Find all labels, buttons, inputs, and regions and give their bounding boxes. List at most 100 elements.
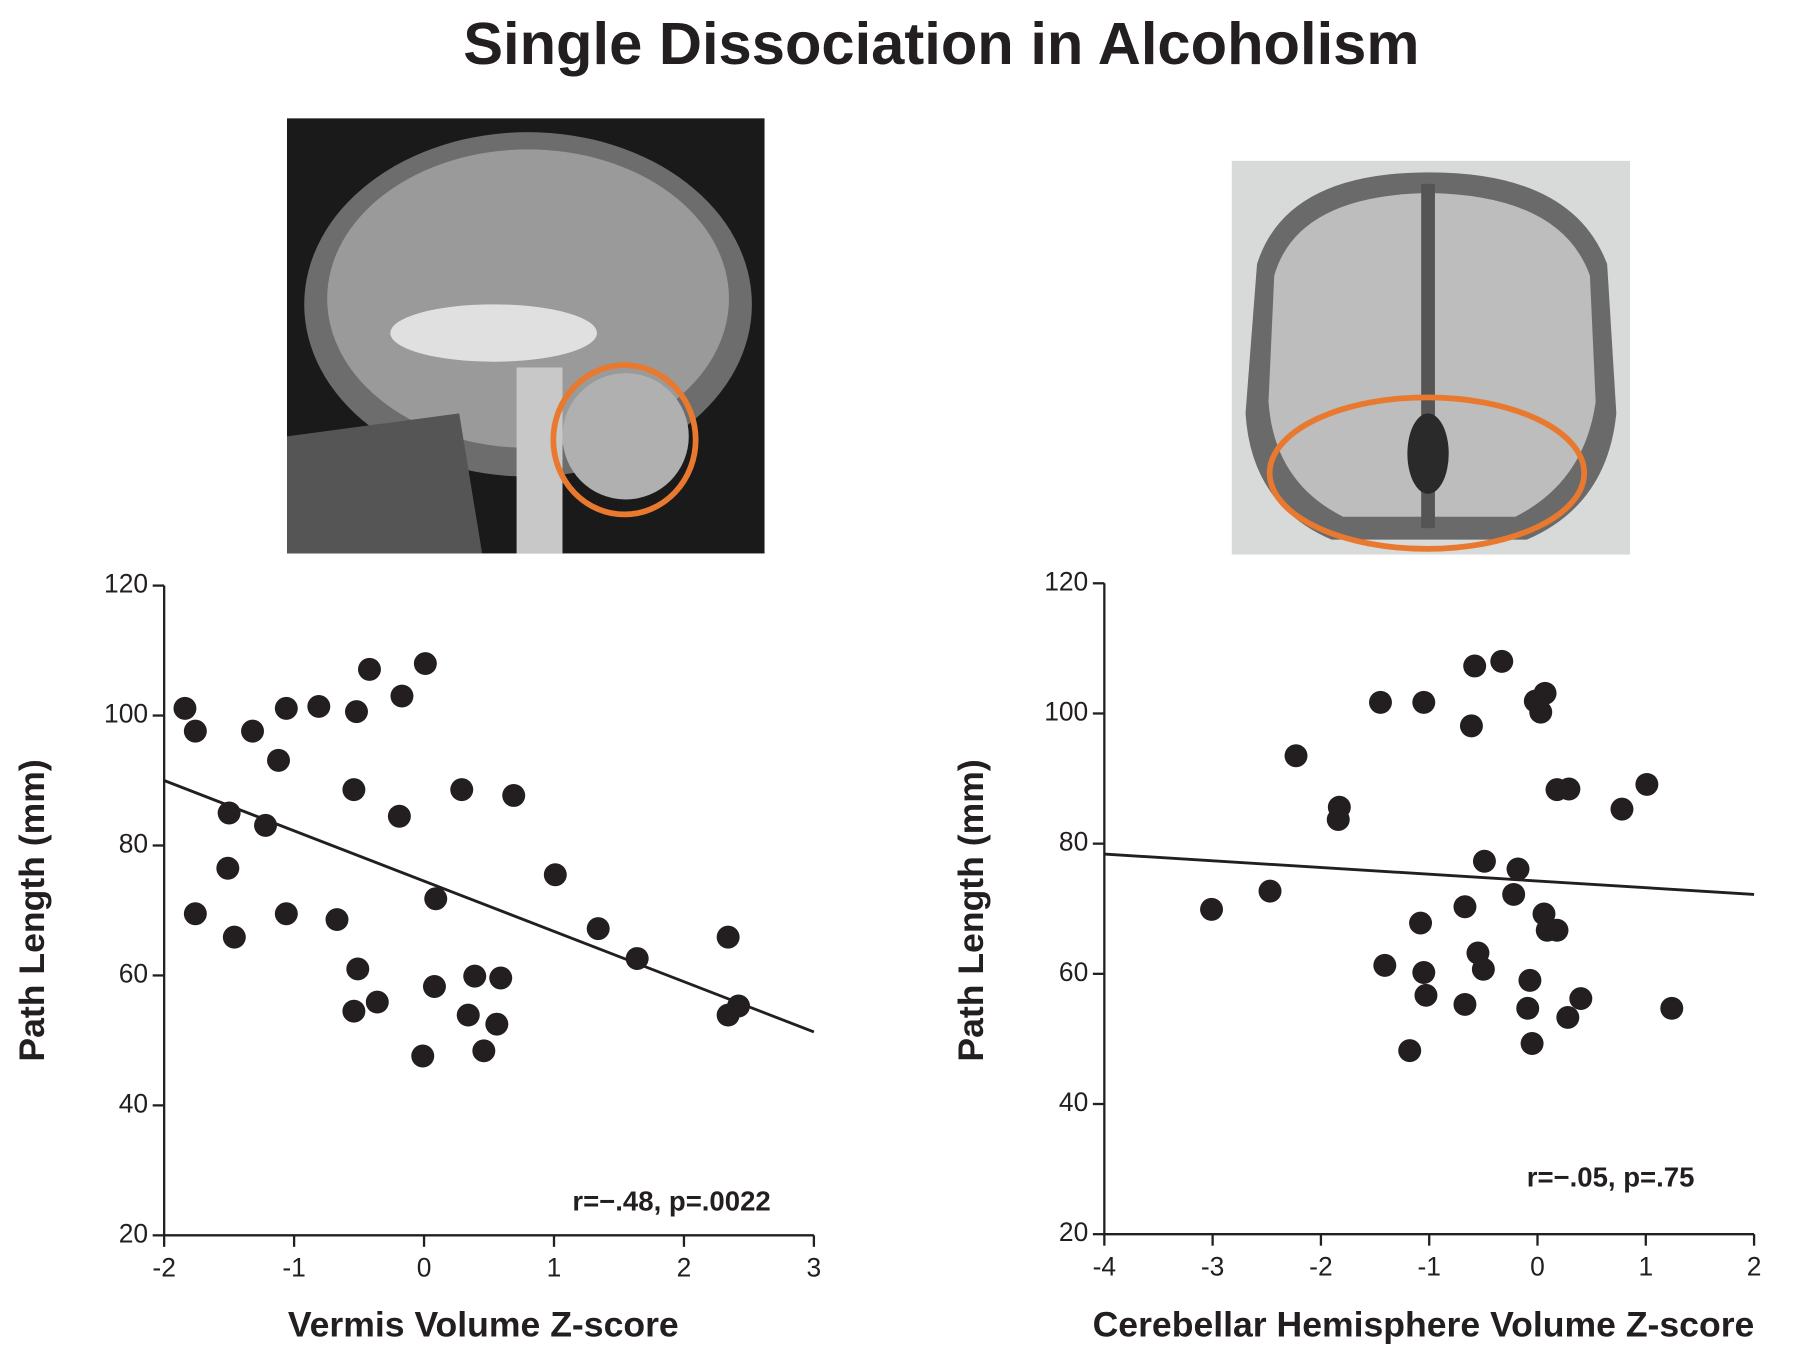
x-tick-label: 0 xyxy=(1530,1252,1545,1282)
data-point xyxy=(342,778,366,802)
y-tick-label: 60 xyxy=(1059,957,1088,987)
data-point xyxy=(463,964,487,988)
data-point xyxy=(1398,1039,1422,1063)
data-point xyxy=(1472,849,1496,873)
data-point xyxy=(1368,690,1392,714)
y-tick-label: 100 xyxy=(1044,696,1088,726)
x-tick-label: -2 xyxy=(152,1253,175,1283)
y-tick-label: 100 xyxy=(104,699,148,729)
data-point xyxy=(1409,911,1433,935)
data-point xyxy=(345,700,368,724)
data-point xyxy=(1412,690,1436,714)
y-tick-label: 120 xyxy=(104,569,148,599)
data-point xyxy=(387,804,411,828)
data-point xyxy=(183,719,207,743)
data-point xyxy=(1529,700,1553,724)
data-point xyxy=(357,657,381,681)
x-tick-label: 0 xyxy=(417,1253,432,1283)
data-point xyxy=(254,813,277,837)
x-tick-label: 2 xyxy=(1747,1252,1762,1282)
data-point xyxy=(413,652,437,676)
data-point xyxy=(716,925,740,949)
trend-line xyxy=(1104,852,1755,896)
data-point xyxy=(390,684,414,708)
data-point xyxy=(1502,882,1526,906)
data-point xyxy=(1414,983,1438,1007)
data-point xyxy=(489,966,513,990)
data-point xyxy=(1200,897,1224,921)
x-tick-label: -3 xyxy=(1201,1252,1224,1282)
data-point xyxy=(1373,953,1397,977)
data-point xyxy=(1463,654,1487,678)
data-point xyxy=(274,696,298,720)
data-point xyxy=(502,783,526,807)
data-point xyxy=(307,694,331,718)
data-point xyxy=(365,990,389,1014)
data-point xyxy=(1520,1031,1544,1055)
data-point xyxy=(1490,649,1514,673)
data-point xyxy=(1660,996,1684,1020)
annotation: r=−.05, p=.75 xyxy=(1527,1161,1695,1192)
x-tick-label: -2 xyxy=(1309,1252,1332,1282)
x-tick-label: -4 xyxy=(1093,1252,1116,1282)
data-point xyxy=(1518,968,1542,992)
data-point xyxy=(472,1039,496,1063)
annotation: r=−.48, p=.0022 xyxy=(572,1185,770,1216)
data-point xyxy=(485,1012,509,1036)
data-point xyxy=(543,863,567,887)
data-point xyxy=(1610,797,1634,821)
data-point xyxy=(1471,957,1495,981)
data-point xyxy=(222,925,246,949)
y-axis-label: Path Length (mm) xyxy=(951,759,991,1061)
data-point xyxy=(1506,857,1530,881)
data-point xyxy=(1569,987,1593,1011)
data-point xyxy=(1453,895,1477,919)
y-tick-label: 80 xyxy=(1059,827,1088,857)
data-point xyxy=(1635,772,1659,796)
x-tick-label: -1 xyxy=(282,1253,305,1283)
data-point xyxy=(1459,714,1483,738)
sagittal-mri xyxy=(286,118,765,554)
data-point xyxy=(216,856,240,880)
data-point xyxy=(274,902,298,926)
trend-line xyxy=(163,779,815,1034)
data-point xyxy=(422,975,446,998)
data-point xyxy=(1284,744,1308,768)
x-axis-label: Vermis Volume Z-score xyxy=(288,1305,679,1345)
y-tick-label: 40 xyxy=(119,1088,148,1118)
data-point xyxy=(173,696,197,720)
data-point xyxy=(342,999,366,1023)
data-point xyxy=(1453,992,1477,1016)
y-axis-label: Path Length (mm) xyxy=(12,759,52,1061)
y-tick-label: 120 xyxy=(1044,566,1088,596)
data-point xyxy=(450,778,474,802)
data-point xyxy=(1556,1005,1580,1029)
y-tick-label: 40 xyxy=(1059,1087,1088,1117)
y-tick-label: 20 xyxy=(1059,1217,1088,1247)
data-point xyxy=(241,719,265,743)
data-point xyxy=(1412,961,1436,985)
data-point xyxy=(183,902,207,926)
data-point xyxy=(456,1003,480,1027)
y-tick-label: 20 xyxy=(119,1218,148,1248)
data-point xyxy=(424,887,448,911)
data-point xyxy=(1545,918,1569,942)
data-point xyxy=(1516,996,1540,1020)
x-tick-label: 2 xyxy=(677,1253,692,1283)
x-axis-label: Cerebellar Hemisphere Volume Z-score xyxy=(1093,1305,1755,1345)
data-point xyxy=(325,908,349,932)
coronal-mri xyxy=(1231,160,1631,555)
y-tick-label: 80 xyxy=(119,828,148,858)
data-point xyxy=(1557,777,1581,801)
page-title: Single Dissociation in Alcoholism xyxy=(463,10,1419,77)
data-point xyxy=(586,917,610,941)
x-tick-label: 3 xyxy=(807,1253,822,1283)
x-tick-label: 1 xyxy=(547,1253,562,1283)
y-tick-label: 60 xyxy=(119,958,148,988)
x-tick-label: -1 xyxy=(1417,1252,1440,1282)
data-point xyxy=(411,1044,435,1068)
data-point xyxy=(1258,879,1282,903)
data-point xyxy=(267,748,290,772)
x-tick-label: 1 xyxy=(1638,1252,1653,1282)
